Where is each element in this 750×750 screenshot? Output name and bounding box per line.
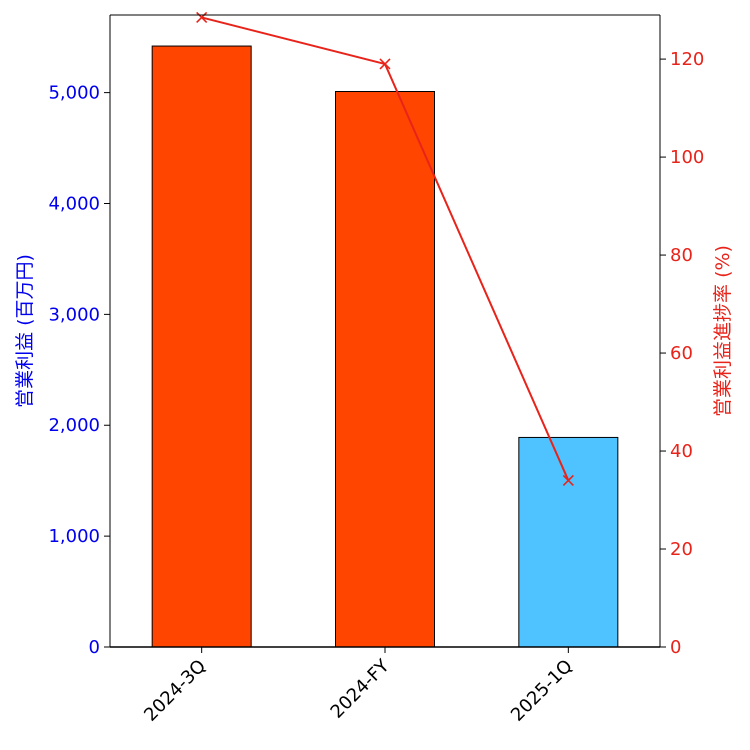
y-axis-title-right: 営業利益進捗率 (%) [712,245,734,417]
bar-series [151,45,619,648]
y-tick-label-left: 0 [89,637,100,658]
y-tick-label-right: 80 [670,245,693,266]
progress-point-2024-fy [379,58,391,70]
y-tick-label-left: 3,000 [48,304,100,325]
marker-stroke [562,474,574,486]
y-tick-label-right: 60 [670,343,693,364]
progress-point-2025-1q [562,474,574,486]
bar-2024-3q [151,45,252,648]
y-tick-label-right: 0 [670,637,681,658]
y-tick-label-left: 4,000 [48,193,100,214]
bar-2024-fy [335,91,435,648]
y-tick-label-right: 100 [670,147,704,168]
line-series [196,11,574,486]
y-tick-label-right: 120 [670,49,704,70]
marker-stroke [196,11,208,24]
y-tick-label-right: 20 [670,539,693,560]
bar-2025-1q [518,436,619,648]
y-tick-label-right: 40 [670,441,693,462]
x-tick-label: 2025-1Q [507,656,577,726]
x-tick-label: 2024-3Q [140,656,210,726]
y-axis-title-left: 営業利益 (百万円) [14,254,36,408]
y-tick-label-left: 2,000 [48,415,100,436]
x-tick-label: 2024-FY [327,655,395,723]
y-tick-label-left: 1,000 [48,526,100,547]
y-tick-label-left: 5,000 [48,83,100,104]
marker-stroke [379,58,391,70]
progress-point-2024-3q [196,11,208,24]
